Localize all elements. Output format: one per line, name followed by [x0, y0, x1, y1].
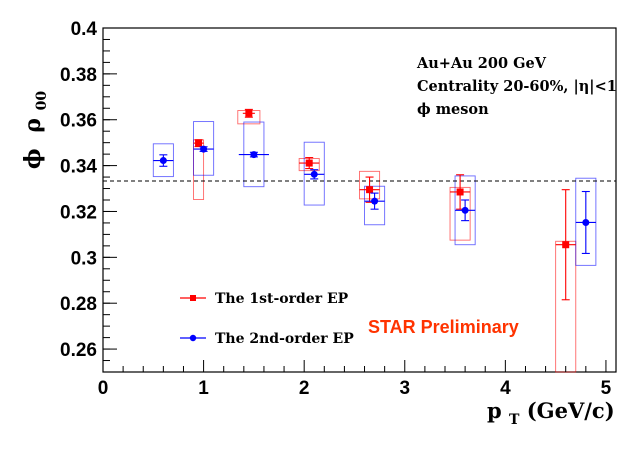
x-tick-label: 5	[601, 378, 612, 399]
point-2nd-order	[582, 218, 590, 226]
y-axis-title-rho: ρ	[20, 118, 46, 133]
y-tick-label: 0.4	[71, 19, 98, 40]
y-tick-label: 0.28	[60, 294, 97, 315]
y-tick-label: 0.34	[60, 157, 97, 178]
annotation-centrality: Centrality 20-60%, |η|<1	[417, 78, 617, 95]
point-1st-order	[366, 186, 374, 194]
data-points	[153, 108, 596, 301]
legend: The 1st-order EP The 2nd-order EP	[180, 291, 354, 347]
point-2nd-order	[371, 197, 379, 205]
x-axis-title-sub: T	[509, 412, 520, 428]
y-tick-label: 0.38	[60, 65, 97, 86]
x-axis-title-main: p	[487, 398, 502, 423]
sys-box	[303, 141, 325, 206]
point-1st-order	[456, 188, 464, 196]
sys-box	[575, 177, 597, 266]
legend-label-2nd-order: The 2nd-order EP	[215, 331, 354, 347]
y-axis-title-phi: ϕ	[20, 148, 46, 169]
y-tick-label: 0.36	[60, 111, 97, 132]
x-tick-label: 1	[198, 378, 209, 399]
point-2nd-order	[461, 206, 469, 214]
x-tick-label: 3	[399, 378, 410, 399]
sys-box	[193, 121, 215, 176]
y-axis-title: ϕ ρ 00	[20, 91, 50, 169]
axis-ticks: 0 1 2 3 4 5 0.26 0.28 0.3 0.32 0.34 0.36 0.38 0.4	[60, 19, 612, 399]
x-axis-title-rest: (GeV/c)	[527, 398, 615, 423]
x-axis-title: p T (GeV/c)	[487, 398, 615, 429]
y-tick-label: 0.3	[71, 248, 97, 269]
y-tick-label: 0.32	[60, 202, 97, 223]
svg-text:ϕ ρ 00: ϕ ρ 00	[20, 91, 50, 169]
y-tick-label: 0.26	[60, 340, 97, 361]
point-1st-order	[305, 159, 313, 167]
sys-box	[364, 185, 386, 226]
star-preliminary-label: STAR Preliminary	[368, 317, 519, 337]
legend-marker-1st-order	[190, 295, 196, 301]
annotation-collision: Au+Au 200 GeV	[416, 55, 547, 72]
point-2nd-order	[310, 170, 318, 178]
legend-marker-2nd-order	[189, 334, 197, 342]
point-2nd-order	[159, 157, 167, 165]
y-axis-title-sub: 00	[34, 91, 50, 111]
x-tick-label: 4	[500, 378, 511, 399]
point-2nd-order	[250, 151, 258, 159]
x-tick-label: 2	[299, 378, 310, 399]
point-1st-order	[245, 109, 253, 117]
x-tick-label: 0	[98, 378, 109, 399]
point-2nd-order	[200, 145, 208, 153]
point-1st-order	[562, 241, 570, 249]
legend-label-1st-order: The 1st-order EP	[215, 291, 349, 307]
point-1st-order	[195, 139, 203, 147]
annotation-particle: ϕ meson	[417, 101, 489, 118]
